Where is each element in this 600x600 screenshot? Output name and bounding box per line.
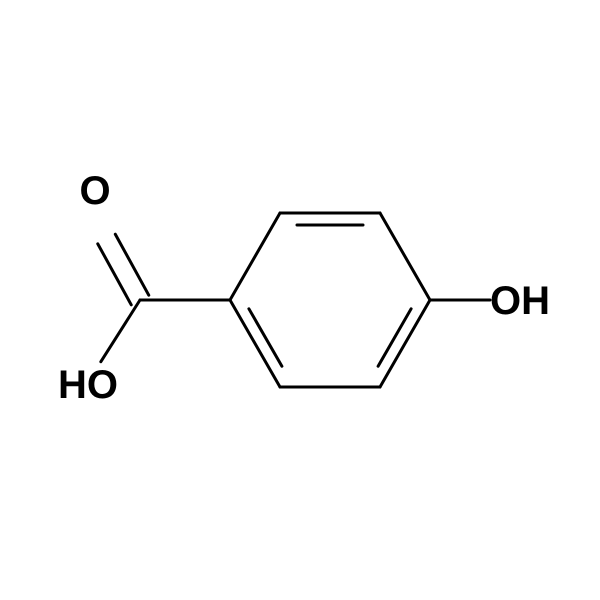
hydroxyl-label-right: OH — [490, 279, 550, 323]
oxygen-label: O — [79, 169, 110, 213]
molecule-diagram: O HO OH — [0, 0, 600, 600]
hydroxyl-label-left: HO — [58, 363, 118, 407]
